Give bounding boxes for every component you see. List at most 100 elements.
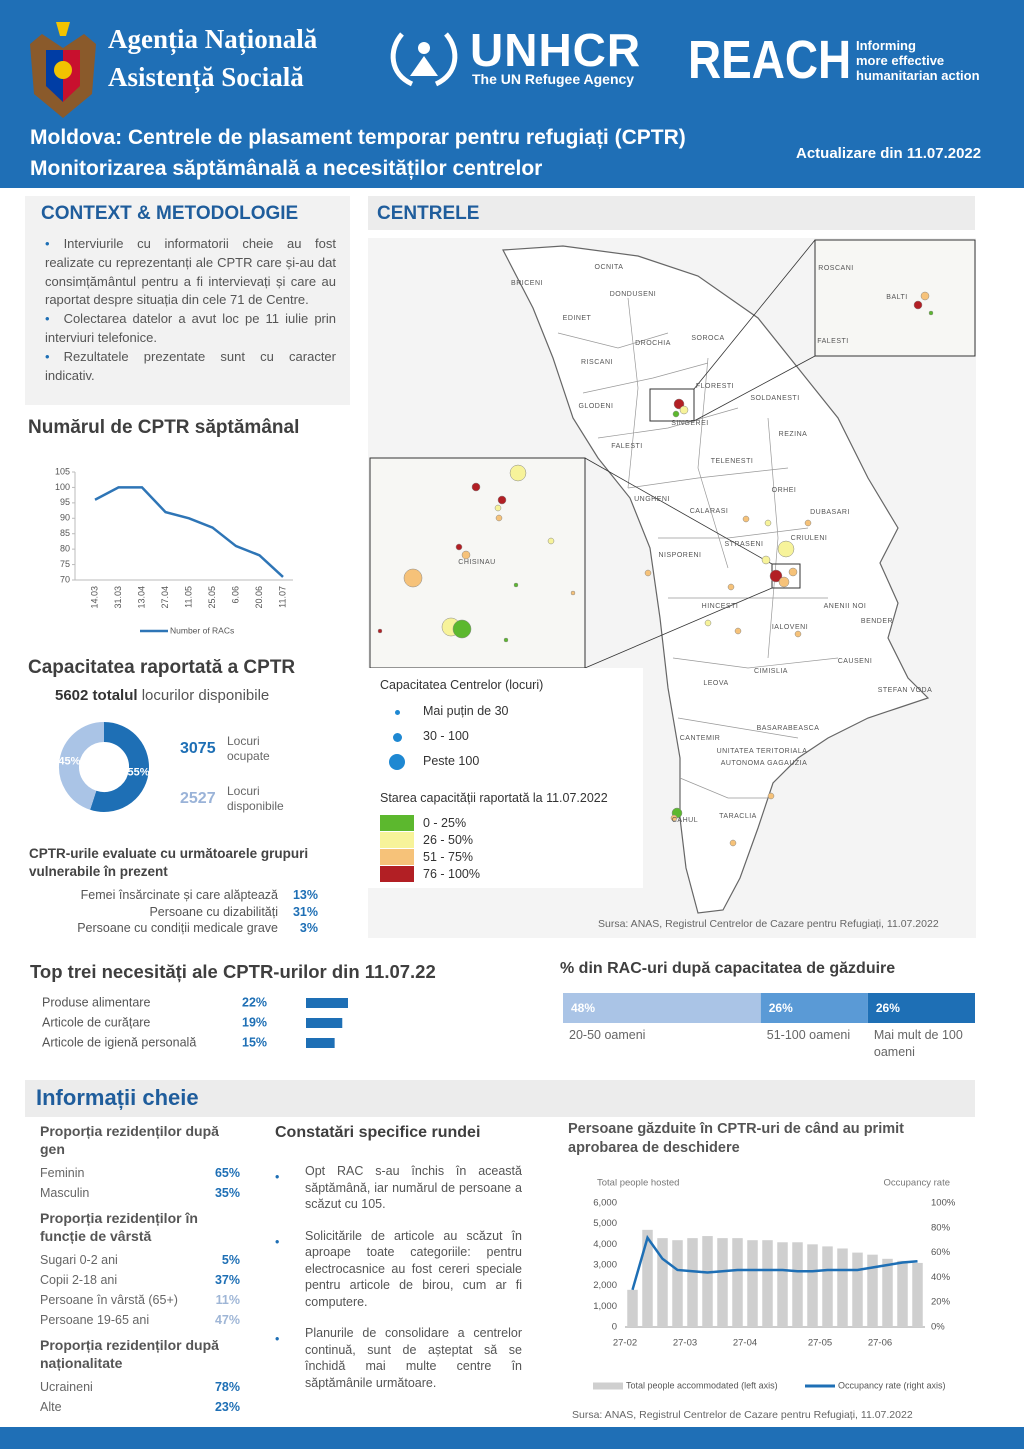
center-dot [729, 839, 737, 847]
bar [717, 1238, 728, 1327]
status-swatch [380, 849, 414, 865]
vulnerable-list: Femei însărcinate și care alăptează 13% Pe… [30, 887, 340, 937]
bar [732, 1238, 743, 1327]
place-label: STEFAN VODA [878, 687, 933, 694]
center-dot [764, 519, 772, 527]
place-label: FALESTI [817, 338, 849, 345]
place-label: AUTONOMA GAGAUZIA [721, 760, 808, 767]
y-tick-label: 75 [60, 559, 70, 569]
vulnerable-value: 3% [299, 921, 318, 935]
title: Moldova: Centrele de plasament temporar … [30, 122, 686, 184]
hosted-source: Sursa: ANAS, Registrul Centrelor de Caza… [572, 1409, 913, 1421]
place-label: CALARASI [690, 508, 729, 515]
rac-title: % din RAC-uri după capacitatea de găzdui… [560, 960, 896, 977]
bullet: • [275, 1332, 280, 1346]
status-swatch [380, 832, 414, 848]
size-label: Mai puțin de 30 [423, 704, 509, 718]
x-tick-label: 27-04 [733, 1338, 757, 1349]
country [502, 245, 930, 914]
key-row: Persoane în vârstă (65+) 11% [40, 1290, 240, 1310]
bar [852, 1252, 863, 1327]
center-dot [673, 398, 685, 410]
inset-link [693, 239, 816, 390]
district-border [697, 357, 729, 569]
place-label: BALTI [886, 294, 907, 301]
bar [627, 1289, 638, 1327]
bar [792, 1242, 803, 1327]
vulnerable-label: Persoane cu condiții medicale grave [77, 921, 278, 935]
bar [747, 1240, 758, 1327]
bar [762, 1240, 773, 1327]
district-border [557, 332, 669, 349]
district-border [679, 777, 768, 799]
key-group: Proporția rezidenților după gen Feminin 65… [40, 1122, 240, 1203]
vulnerable-row: Persoane cu dizabilități 31% [30, 904, 340, 921]
inset [814, 239, 976, 357]
place-label: SOROCA [691, 335, 724, 342]
place-label: BRICENI [511, 280, 543, 287]
center-dot [679, 405, 689, 415]
key-value: 35% [214, 1186, 240, 1200]
center-dot [767, 792, 775, 800]
center-dot [913, 300, 923, 310]
legend-label: Occupancy rate (right axis) [838, 1380, 946, 1390]
key-row: Ucraineni 78% [40, 1377, 240, 1397]
place-label: ROSCANI [818, 265, 853, 272]
capacity-total: 5602 totalul locurilor disponibile [55, 687, 269, 704]
need-label: Articole de igienă personală [42, 1035, 196, 1049]
key-group-title: Proporția rezidenților după gen [40, 1123, 219, 1157]
key-row: Feminin 65% [40, 1163, 240, 1183]
place-label: FALESTI [611, 443, 643, 450]
y-tick-label: 5,000 [593, 1218, 617, 1229]
x-tick-label: 27-02 [613, 1338, 637, 1349]
need-value: 15% [242, 1035, 267, 1049]
key-value: 78% [214, 1380, 240, 1394]
inset [369, 457, 586, 669]
place-label: CANTEMIR [680, 735, 721, 742]
place-label: REZINA [779, 431, 808, 438]
findings-heading: Constatări specifice rundei [275, 1124, 481, 1141]
bar [306, 1038, 335, 1048]
key-label: Feminin [40, 1166, 85, 1180]
donut-label: 55% [128, 766, 150, 778]
y-tick-label: 3,000 [593, 1260, 617, 1271]
status-label: 0 - 25% [423, 816, 467, 830]
map-legend: Capacitatea Centrelor (locuri) Mai puțin … [368, 668, 643, 888]
center-dot [920, 291, 930, 301]
key-label: Alte [40, 1400, 62, 1414]
tag-line: Informing [856, 38, 916, 53]
center-dot [494, 504, 502, 512]
y2-tick-label: 0% [931, 1322, 945, 1333]
capacity-legend: 3075 Locuri ocupate 2527 Locuri disponibile [180, 724, 320, 824]
place-label: CRIULENI [791, 535, 828, 542]
inset-frame [649, 388, 695, 422]
legend-title: Capacitatea Centrelor (locuri) [380, 678, 544, 692]
place-label: BENDER [861, 618, 893, 625]
unhcr-name: UNHCR [470, 24, 642, 76]
y2-tick-label: 20% [931, 1297, 951, 1308]
key-value: 37% [214, 1273, 240, 1287]
segment-category-box: 20-50 oameni [569, 1028, 645, 1042]
key-group: Proporția rezidenților după naționalitat… [40, 1336, 240, 1417]
place-label: IALOVENI [772, 624, 808, 631]
capacity-legend-row: 2527 Locuri disponibile [180, 774, 320, 824]
bullet: • [275, 1234, 280, 1249]
title-line: Moldova: Centrele de plasament temporar … [30, 126, 686, 149]
finding: • Opt RAC s-au închis în această săptămân… [275, 1163, 522, 1213]
place-label: GLODENI [578, 403, 613, 410]
key-group: Proporția rezidenților în funcție de vâr… [40, 1209, 240, 1330]
district-border [627, 297, 639, 489]
x-tick-label: 6.06 [230, 586, 240, 604]
bar [777, 1242, 788, 1327]
vulnerable-row: Femei însărcinate și care alăptează 13% [30, 887, 340, 904]
x-tick-label: 11.05 [183, 586, 193, 608]
place-label: OCNITA [595, 264, 624, 271]
status-label: 26 - 50% [423, 833, 474, 847]
line [94, 486, 284, 578]
map-source: Sursa: ANAS, Registrul Centrelor de Caza… [598, 918, 939, 930]
place-label: UNGHENI [634, 496, 670, 503]
place-label: RISCANI [581, 359, 613, 366]
need-value: 19% [242, 1015, 267, 1029]
center-dot [794, 630, 802, 638]
footer [0, 1427, 1024, 1449]
